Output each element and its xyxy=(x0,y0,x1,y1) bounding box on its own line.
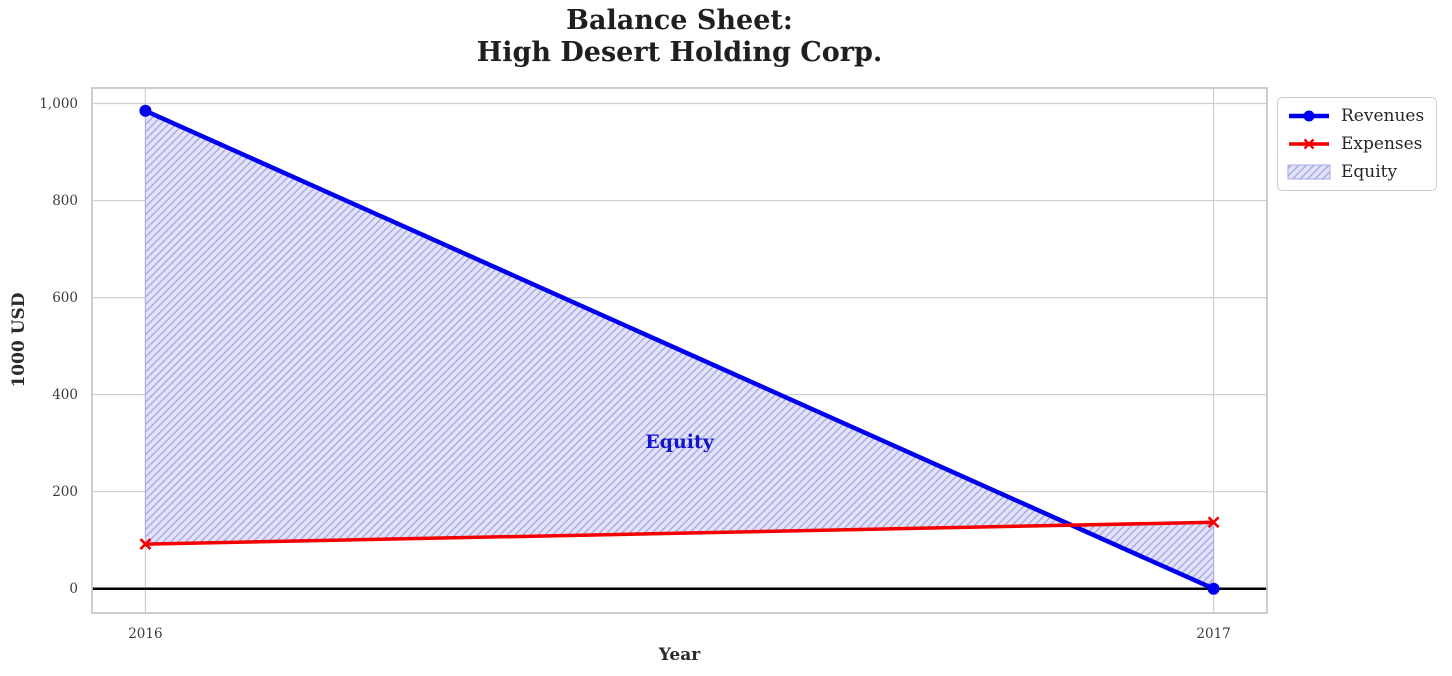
y-tick-label: 800 xyxy=(52,192,78,209)
expenses-marker xyxy=(1207,516,1220,529)
legend-item-expenses: Expenses xyxy=(1287,133,1424,155)
x-tick-label: 2016 xyxy=(128,626,163,642)
equity-area-label: Equity xyxy=(645,431,714,454)
expenses-line-swatch xyxy=(1287,134,1331,154)
expenses-swatch-graphic xyxy=(1289,138,1329,150)
equity-patch-swatch xyxy=(1287,162,1331,182)
y-tick-label: 600 xyxy=(52,289,78,306)
legend-label: Equity xyxy=(1341,162,1398,182)
y-axis-label: 1000 USD xyxy=(9,292,29,388)
legend-item-equity: Equity xyxy=(1287,161,1424,183)
expenses-line xyxy=(145,520,1214,546)
legend: Revenues Expenses Equity xyxy=(1277,97,1438,191)
expenses-marker xyxy=(139,538,152,551)
x-tick-label: 2017 xyxy=(1196,626,1231,642)
revenues-line-swatch xyxy=(1287,106,1331,126)
plot-border xyxy=(91,87,1268,614)
revenues-marker xyxy=(139,104,152,117)
chart-title: Balance Sheet: High Desert Holding Corp. xyxy=(476,5,883,68)
x-axis-label: Year xyxy=(658,645,701,665)
equity-swatch-graphic xyxy=(1287,164,1331,180)
revenues-line xyxy=(144,108,1215,591)
y-tick-label: 200 xyxy=(52,483,78,500)
legend-label: Expenses xyxy=(1341,134,1423,154)
y-tick-label: 0 xyxy=(69,580,78,597)
legend-label: Revenues xyxy=(1341,106,1425,126)
legend-item-revenues: Revenues xyxy=(1287,105,1424,127)
y-tick-label: 400 xyxy=(52,386,78,403)
revenues-marker xyxy=(1207,582,1220,595)
revenues-swatch-graphic xyxy=(1289,110,1329,122)
y-tick-label: 1,000 xyxy=(39,95,78,112)
